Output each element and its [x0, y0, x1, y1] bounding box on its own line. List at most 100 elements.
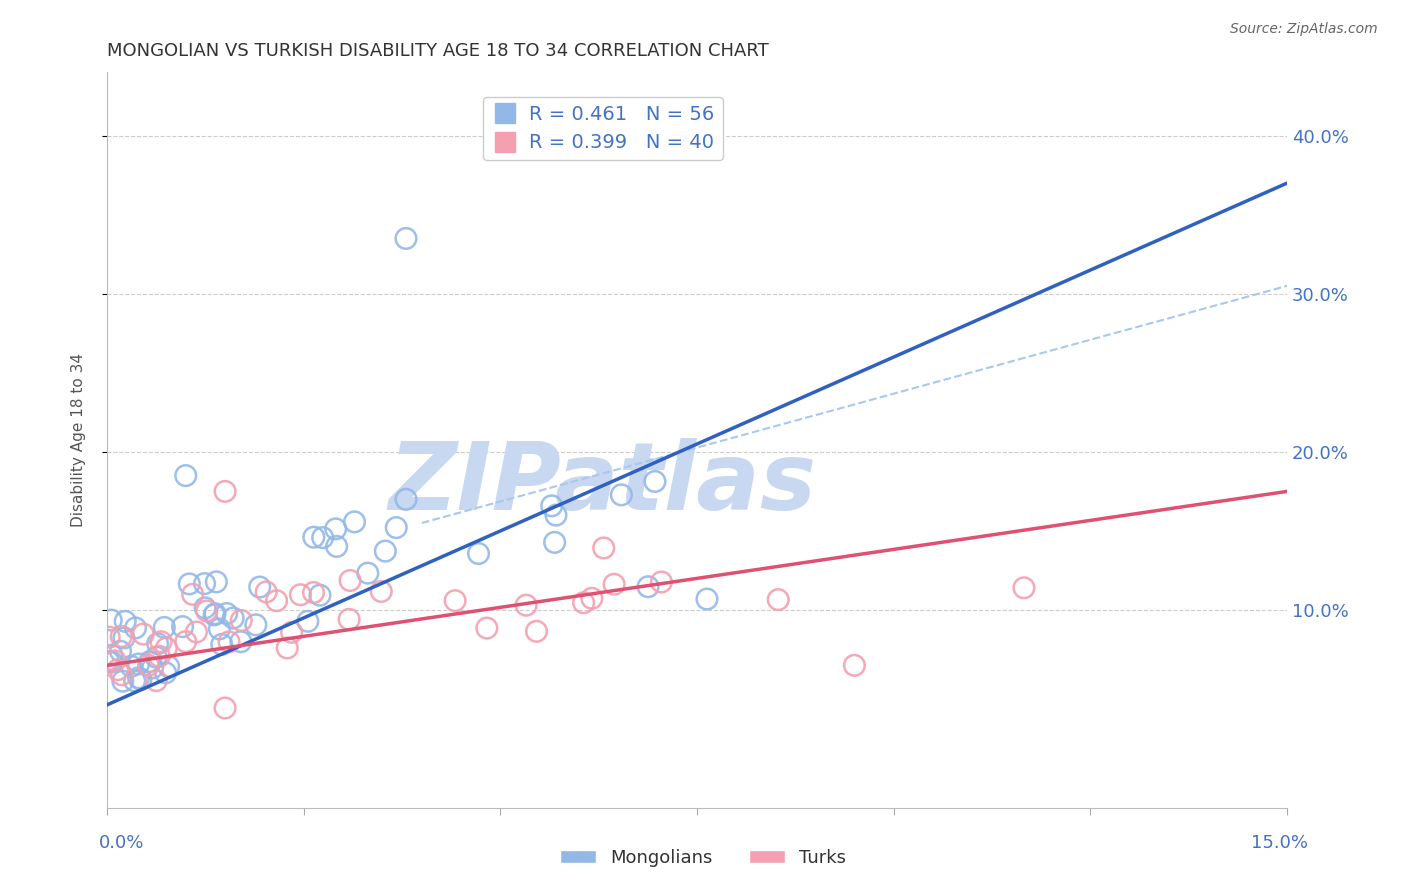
- Point: [194, 600, 217, 615]
- Text: MONGOLIAN VS TURKISH DISABILITY AGE 18 TO 34 CORRELATION CHART: MONGOLIAN VS TURKISH DISABILITY AGE 18 T…: [107, 42, 769, 60]
- Point: [157, 659, 180, 673]
- Point: [325, 540, 347, 554]
- Point: [222, 611, 245, 625]
- Point: [174, 634, 197, 648]
- Text: Source: ZipAtlas.com: Source: ZipAtlas.com: [1230, 22, 1378, 37]
- Point: [97, 655, 120, 669]
- Point: [208, 622, 231, 636]
- Point: [195, 604, 218, 618]
- Point: [179, 577, 201, 591]
- Point: [297, 615, 319, 629]
- Point: [138, 658, 160, 673]
- Point: [100, 655, 122, 669]
- Point: [266, 593, 288, 607]
- Point: [107, 663, 129, 677]
- Point: [276, 640, 298, 655]
- Point: [245, 617, 267, 632]
- Text: 15.0%: 15.0%: [1250, 834, 1308, 852]
- Point: [120, 659, 142, 673]
- Point: [139, 655, 162, 669]
- Point: [218, 635, 240, 649]
- Point: [155, 641, 177, 656]
- Point: [280, 625, 302, 640]
- Point: [231, 614, 253, 628]
- Point: [186, 624, 208, 639]
- Point: [132, 627, 155, 641]
- Point: [249, 580, 271, 594]
- Point: [339, 574, 361, 588]
- Legend: Mongolians, Turks: Mongolians, Turks: [553, 842, 853, 874]
- Point: [592, 541, 614, 555]
- Point: [395, 231, 418, 245]
- Point: [385, 520, 408, 534]
- Point: [572, 596, 595, 610]
- Point: [644, 475, 666, 489]
- Point: [475, 621, 498, 635]
- Point: [543, 535, 565, 549]
- Point: [309, 588, 332, 602]
- Point: [766, 592, 789, 607]
- Point: [254, 585, 277, 599]
- Point: [110, 644, 132, 658]
- Point: [290, 588, 312, 602]
- Point: [100, 613, 122, 627]
- Point: [114, 615, 136, 629]
- Text: 0.0%: 0.0%: [98, 834, 143, 852]
- Point: [172, 620, 194, 634]
- Point: [844, 658, 866, 673]
- Point: [370, 584, 392, 599]
- Y-axis label: Disability Age 18 to 34: Disability Age 18 to 34: [72, 353, 86, 527]
- Point: [395, 492, 418, 507]
- Point: [193, 576, 215, 591]
- Point: [129, 673, 152, 687]
- Point: [581, 591, 603, 606]
- Point: [1012, 581, 1035, 595]
- Point: [229, 634, 252, 648]
- Point: [544, 508, 567, 523]
- Point: [174, 468, 197, 483]
- Point: [515, 598, 537, 612]
- Point: [205, 574, 228, 589]
- Point: [312, 531, 335, 545]
- Point: [142, 661, 165, 675]
- Point: [111, 674, 134, 689]
- Text: ZIPatlas: ZIPatlas: [388, 438, 817, 530]
- Point: [374, 544, 396, 558]
- Point: [343, 515, 366, 529]
- Point: [637, 580, 659, 594]
- Point: [215, 607, 238, 621]
- Point: [650, 574, 672, 589]
- Point: [104, 654, 127, 668]
- Point: [540, 499, 562, 513]
- Point: [357, 566, 380, 581]
- Point: [302, 530, 325, 544]
- Point: [526, 624, 548, 639]
- Point: [214, 701, 236, 715]
- Point: [145, 673, 167, 688]
- Point: [204, 607, 226, 621]
- Point: [181, 587, 204, 601]
- Point: [302, 585, 325, 599]
- Point: [696, 592, 718, 607]
- Point: [467, 547, 489, 561]
- Point: [444, 593, 467, 607]
- Point: [112, 631, 135, 645]
- Point: [153, 620, 176, 634]
- Point: [610, 488, 633, 502]
- Point: [101, 648, 124, 662]
- Point: [325, 522, 347, 536]
- Point: [146, 637, 169, 651]
- Legend: R = 0.461   N = 56, R = 0.399   N = 40: R = 0.461 N = 56, R = 0.399 N = 40: [482, 97, 723, 161]
- Point: [155, 665, 177, 680]
- Point: [150, 634, 173, 648]
- Point: [337, 612, 360, 626]
- Point: [202, 607, 225, 622]
- Point: [211, 637, 233, 651]
- Point: [124, 621, 146, 635]
- Point: [148, 649, 170, 664]
- Point: [128, 671, 150, 685]
- Point: [145, 650, 167, 665]
- Point: [603, 577, 626, 591]
- Point: [110, 667, 132, 681]
- Point: [98, 630, 121, 644]
